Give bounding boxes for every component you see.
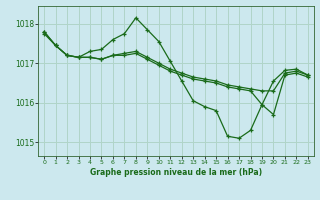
X-axis label: Graphe pression niveau de la mer (hPa): Graphe pression niveau de la mer (hPa) <box>90 168 262 177</box>
